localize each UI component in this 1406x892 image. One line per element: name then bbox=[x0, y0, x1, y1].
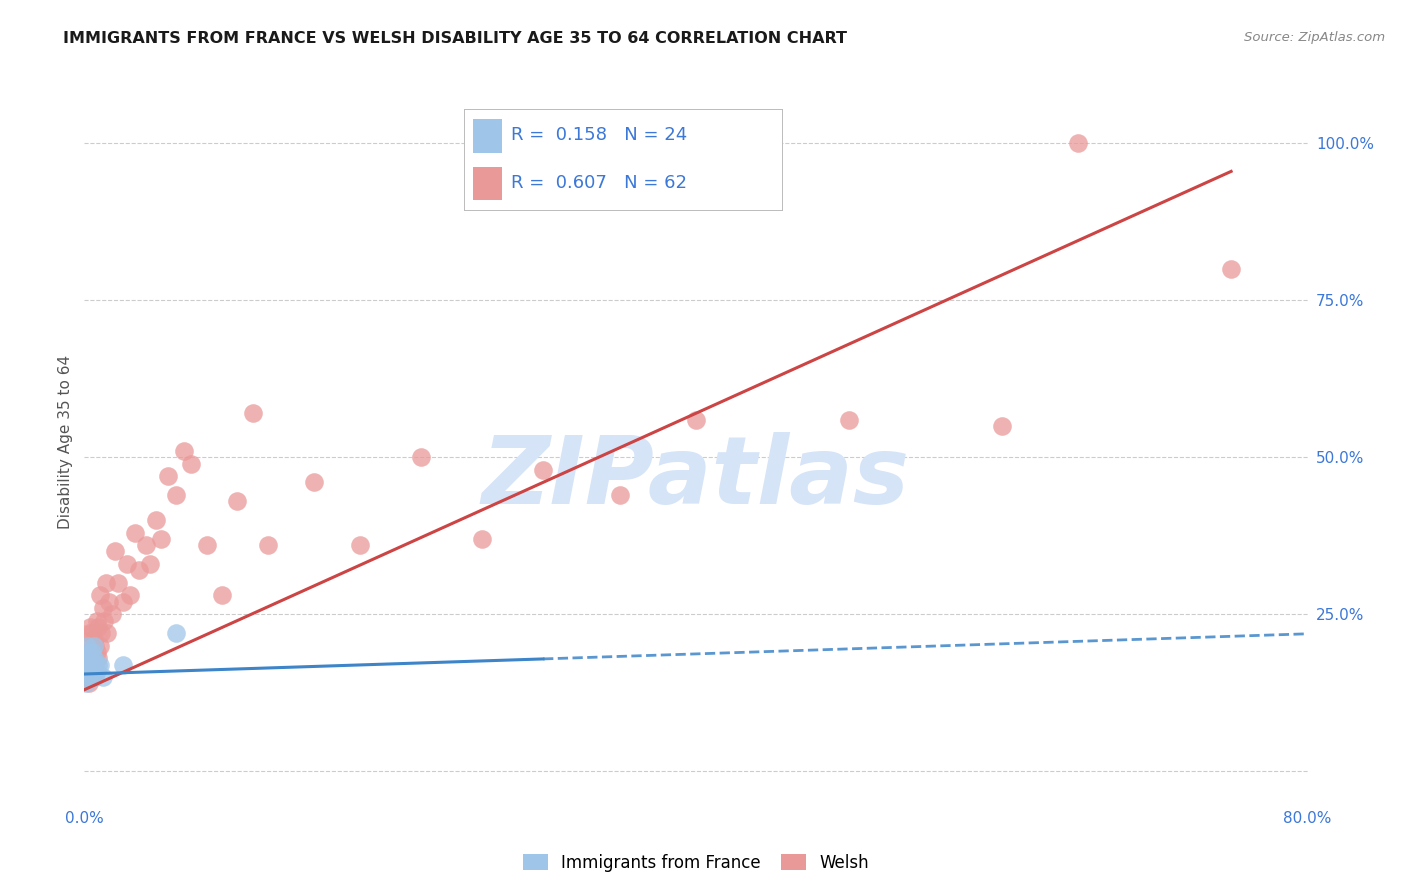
Point bbox=[83, 632, 105, 647]
Point bbox=[86, 645, 108, 659]
Point bbox=[180, 457, 202, 471]
Point bbox=[83, 657, 105, 672]
Point bbox=[84, 670, 107, 684]
Point bbox=[80, 626, 103, 640]
Point bbox=[531, 463, 554, 477]
Point bbox=[87, 651, 110, 665]
Point bbox=[90, 626, 112, 640]
Point bbox=[302, 475, 325, 490]
Point bbox=[128, 563, 150, 577]
Point bbox=[75, 670, 97, 684]
Point bbox=[75, 657, 97, 672]
Point bbox=[80, 670, 103, 684]
Point bbox=[79, 664, 101, 678]
Point bbox=[120, 589, 142, 603]
Point bbox=[124, 525, 146, 540]
Point bbox=[101, 607, 124, 622]
Point bbox=[226, 494, 249, 508]
Point bbox=[77, 645, 100, 659]
Point bbox=[685, 412, 707, 426]
Point bbox=[107, 575, 129, 590]
Point bbox=[1220, 261, 1243, 276]
Point bbox=[165, 488, 187, 502]
Point bbox=[75, 645, 97, 659]
Text: ZIPatlas: ZIPatlas bbox=[482, 432, 910, 524]
Point bbox=[609, 488, 631, 502]
Point bbox=[75, 676, 97, 690]
Point bbox=[80, 651, 103, 665]
Point bbox=[96, 626, 118, 640]
Point bbox=[83, 639, 105, 653]
Point bbox=[76, 664, 98, 678]
Point bbox=[115, 557, 138, 571]
Point bbox=[195, 538, 218, 552]
Point bbox=[89, 657, 111, 672]
Point bbox=[83, 664, 105, 678]
Point bbox=[91, 601, 114, 615]
Point bbox=[79, 664, 101, 678]
Point bbox=[80, 645, 103, 659]
Point bbox=[77, 670, 100, 684]
Legend: Immigrants from France, Welsh: Immigrants from France, Welsh bbox=[516, 847, 876, 879]
Point bbox=[77, 676, 100, 690]
Y-axis label: Disability Age 35 to 64: Disability Age 35 to 64 bbox=[58, 354, 73, 529]
Point bbox=[87, 620, 110, 634]
Point bbox=[157, 469, 180, 483]
Text: Source: ZipAtlas.com: Source: ZipAtlas.com bbox=[1244, 31, 1385, 45]
Point bbox=[75, 651, 97, 665]
Point bbox=[94, 575, 117, 590]
Point bbox=[111, 657, 134, 672]
Point bbox=[83, 651, 105, 665]
Point bbox=[84, 657, 107, 672]
Point bbox=[87, 657, 110, 672]
Point bbox=[104, 544, 127, 558]
Point bbox=[93, 614, 115, 628]
Point bbox=[111, 595, 134, 609]
Point bbox=[80, 670, 103, 684]
Point bbox=[173, 444, 195, 458]
Point bbox=[97, 595, 120, 609]
Point bbox=[149, 532, 172, 546]
Point bbox=[76, 639, 98, 653]
Point bbox=[89, 589, 111, 603]
Text: IMMIGRANTS FROM FRANCE VS WELSH DISABILITY AGE 35 TO 64 CORRELATION CHART: IMMIGRANTS FROM FRANCE VS WELSH DISABILI… bbox=[63, 31, 848, 46]
Point bbox=[135, 538, 157, 552]
Point bbox=[76, 664, 98, 678]
Point bbox=[79, 620, 101, 634]
Point bbox=[349, 538, 371, 552]
Point bbox=[139, 557, 162, 571]
Point bbox=[86, 664, 108, 678]
Point bbox=[1067, 136, 1090, 150]
Point bbox=[76, 639, 98, 653]
Point bbox=[84, 639, 107, 653]
Point bbox=[165, 626, 187, 640]
Point bbox=[86, 614, 108, 628]
Point bbox=[409, 450, 432, 465]
Point bbox=[80, 657, 103, 672]
Point bbox=[79, 645, 101, 659]
Point bbox=[77, 657, 100, 672]
Point bbox=[991, 418, 1014, 433]
Point bbox=[84, 664, 107, 678]
Point bbox=[257, 538, 280, 552]
Point bbox=[838, 412, 860, 426]
Point bbox=[91, 670, 114, 684]
Point bbox=[89, 639, 111, 653]
Point bbox=[211, 589, 233, 603]
Point bbox=[471, 532, 494, 546]
Point bbox=[76, 657, 98, 672]
Point bbox=[77, 626, 100, 640]
Point bbox=[145, 513, 167, 527]
Point bbox=[77, 657, 100, 672]
Point bbox=[79, 651, 101, 665]
Point bbox=[242, 406, 264, 420]
